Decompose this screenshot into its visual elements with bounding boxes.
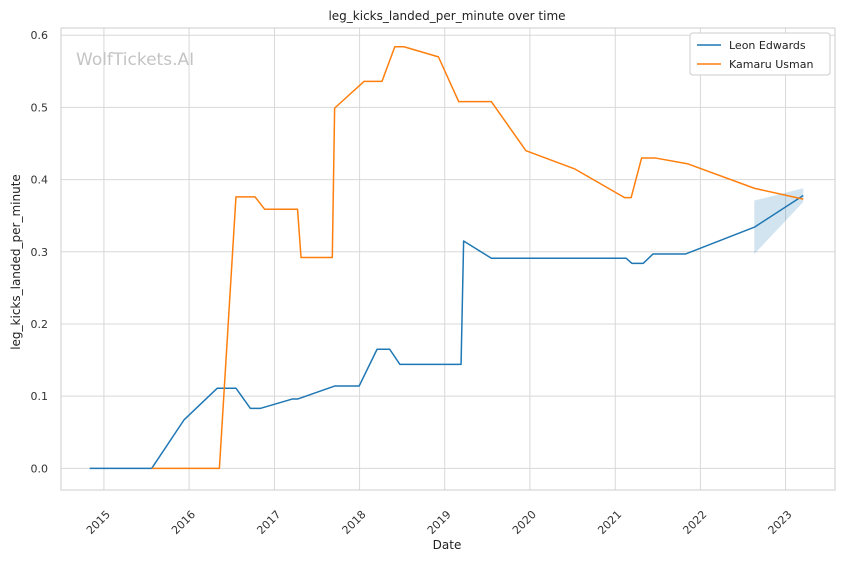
series-layer [89,46,804,470]
y-tick-label: 0.3 [31,246,49,259]
y-tick-label: 0.5 [31,101,49,114]
legend: Leon Edwards Kamaru Usman [689,32,831,76]
legend-label-kamaru-usman: Kamaru Usman [729,58,813,71]
x-tick-label: 2020 [510,508,539,537]
legend-box [689,32,831,76]
x-tick-label: 2018 [340,508,369,537]
y-tick-label: 0.6 [31,29,49,42]
y-tick-label: 0.2 [31,318,49,331]
x-tick-labels: 2015 2016 2017 2018 2019 2020 2021 2022 2023 [84,508,795,537]
y-tick-label: 0.1 [31,390,49,403]
series-line-leon-edwards [89,194,804,470]
y-tick-label: 0.4 [31,174,49,187]
x-tick-label: 2016 [169,508,198,537]
chart-title: leg_kicks_landed_per_minute over time [328,9,565,23]
x-tick-label: 2023 [766,508,795,537]
y-axis-title: leg_kicks_landed_per_minute [9,174,23,350]
x-tick-label: 2022 [680,508,709,537]
watermark-text: WolfTickets.AI [76,50,194,70]
legend-label-leon-edwards: Leon Edwards [729,39,806,52]
x-tick-label: 2021 [595,508,624,537]
x-axis-title: Date [433,538,462,552]
y-tick-label: 0.0 [31,462,49,475]
confidence-band-leon-edwards [754,188,804,254]
confidence-band-layer [754,188,804,254]
x-tick-label: 2015 [84,508,113,537]
x-tick-label: 2017 [254,508,283,537]
x-tick-label: 2019 [425,508,454,537]
plot-area-frame [60,27,836,491]
y-tick-labels: 0.0 0.1 0.2 0.3 0.4 0.5 0.6 [31,29,49,475]
grid [61,28,835,490]
series-line-kamaru-usman [151,46,804,470]
